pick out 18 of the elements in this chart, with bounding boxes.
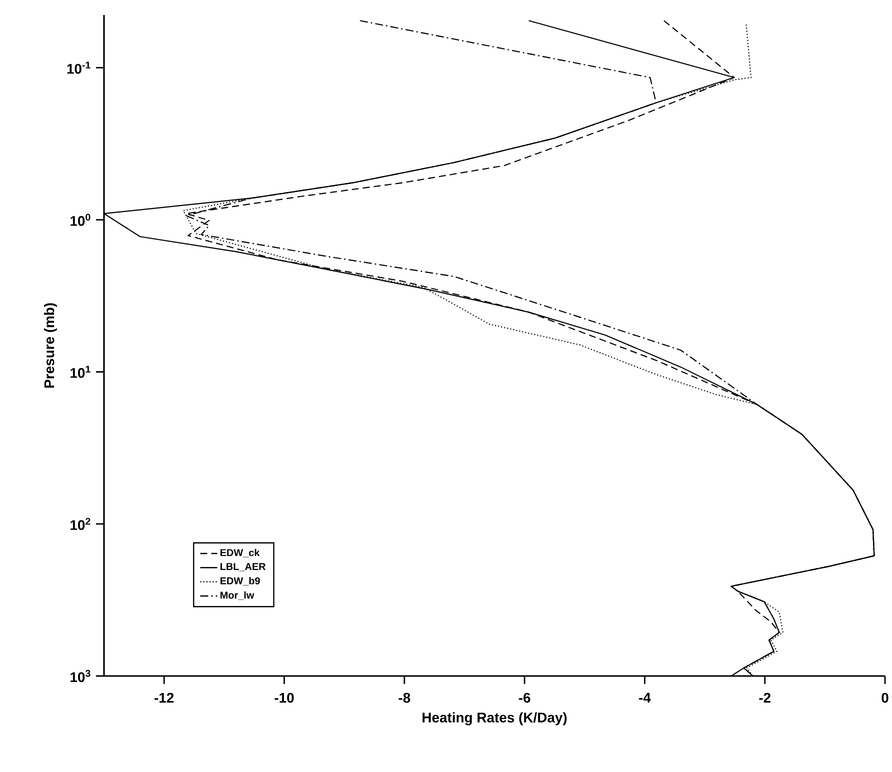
x-tick-label: -2 — [759, 692, 770, 703]
legend-label: LBL_AER — [220, 563, 266, 572]
y-tick-label: 10$^{1}$ — [70, 366, 90, 378]
y-axis-title: Presure (mb) — [44, 303, 57, 388]
x-tick-label: -12 — [154, 692, 174, 703]
legend-label: EDW_b9 — [220, 577, 260, 586]
x-tick-label: -8 — [398, 692, 410, 703]
legend-label: Mor_lw — [220, 591, 254, 600]
x-tick-label: 0 — [882, 692, 888, 703]
x-axis-title: Heating Rates (K/Day) — [422, 712, 567, 726]
y-tick-label: 10$^{0}$ — [70, 214, 90, 226]
x-tick-label: -10 — [274, 692, 294, 703]
x-tick-label: -6 — [518, 692, 530, 703]
y-tick-label: 10$^{3}$ — [70, 670, 90, 682]
y-tick-label: 10$^{2}$ — [70, 518, 90, 530]
x-tick-label: -4 — [639, 692, 651, 702]
y-tick-label: 10$^{-1}$ — [67, 62, 90, 74]
legend-label: EDW_ck — [220, 548, 260, 558]
